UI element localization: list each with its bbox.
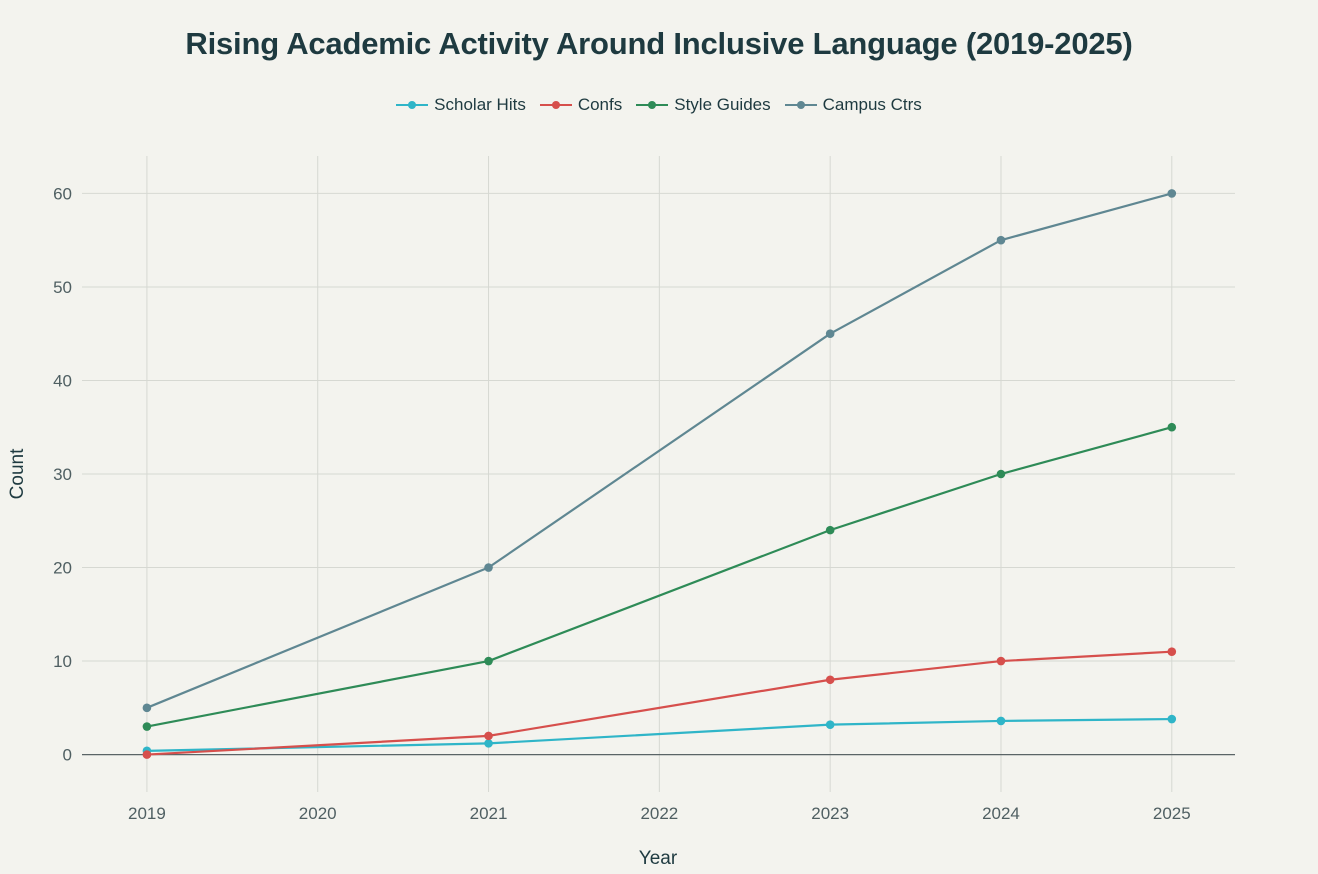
series-layer (142, 189, 1177, 759)
data-point-confs-2025[interactable] (1167, 647, 1177, 657)
x-tick-label-2020: 2020 (299, 804, 337, 823)
data-point-style-guides-2023[interactable] (825, 525, 835, 535)
legend-label-confs: Confs (577, 95, 623, 114)
axes: 2019 2020 2021 2022 2023 2024 2025 0 10 20 30 40 50 6… (53, 184, 1235, 823)
x-tick-label-2025: 2025 (1153, 804, 1191, 823)
data-point-confs-2024[interactable] (996, 656, 1006, 666)
legend-item-scholar-hits[interactable]: Scholar Hits (396, 95, 526, 115)
data-point-scholar-hits-2025[interactable] (1167, 714, 1177, 724)
y-tick-label-60: 60 (53, 184, 72, 203)
data-point-scholar-hits-2021[interactable] (484, 739, 493, 748)
y-tick-label-0: 0 (63, 746, 72, 765)
x-axis-title: Year (639, 848, 678, 869)
data-point-style-guides-2024[interactable] (996, 469, 1006, 479)
x-tick-label-2024: 2024 (982, 804, 1020, 823)
x-tick-label-2021: 2021 (470, 804, 508, 823)
data-point-campus-ctrs-2021[interactable] (484, 563, 493, 572)
y-axis-title: Count (7, 448, 28, 499)
grid (82, 156, 1235, 792)
x-tick-label-2019: 2019 (128, 804, 166, 823)
data-point-style-guides-2019[interactable] (142, 722, 152, 731)
y-tick-label-30: 30 (53, 465, 72, 484)
series-confs (142, 647, 1177, 759)
legend-item-campus-ctrs[interactable]: Campus Ctrs (784, 95, 922, 115)
data-point-scholar-hits-2024[interactable] (996, 716, 1006, 726)
data-point-confs-2023[interactable] (825, 675, 835, 685)
chart-title: Rising Academic Activity Around Inclusiv… (185, 26, 1133, 61)
legend-item-confs[interactable]: Confs (539, 95, 623, 115)
y-tick-label-10: 10 (53, 652, 72, 671)
legend-label-style-guides: Style Guides (674, 95, 771, 114)
legend: Scholar Hits Confs Style Guides Campus C… (0, 95, 1318, 115)
x-tick-label-2022: 2022 (640, 804, 678, 823)
y-tick-label-20: 20 (53, 559, 72, 578)
legend-swatch-style-guides (636, 99, 669, 111)
legend-label-campus-ctrs: Campus Ctrs (822, 95, 922, 114)
series-campus-ctrs (142, 189, 1177, 713)
y-tick-label-50: 50 (53, 278, 72, 297)
legend-item-style-guides[interactable]: Style Guides (636, 95, 771, 115)
data-point-style-guides-2025[interactable] (1167, 422, 1177, 432)
series-style-guides (142, 422, 1177, 731)
data-point-campus-ctrs-2023[interactable] (825, 329, 835, 339)
data-point-scholar-hits-2023[interactable] (825, 720, 835, 729)
data-point-confs-2021[interactable] (484, 731, 493, 741)
legend-swatch-scholar-hits (396, 99, 429, 111)
legend-label-scholar-hits: Scholar Hits (434, 95, 526, 114)
x-tick-label-2023: 2023 (811, 804, 849, 823)
data-point-confs-2019[interactable] (142, 750, 152, 759)
y-tick-label-40: 40 (53, 371, 72, 390)
data-point-campus-ctrs-2019[interactable] (142, 703, 152, 713)
data-point-style-guides-2021[interactable] (484, 656, 493, 666)
data-point-campus-ctrs-2024[interactable] (996, 235, 1006, 245)
legend-swatch-confs (539, 99, 572, 111)
data-point-campus-ctrs-2025[interactable] (1167, 189, 1177, 198)
legend-swatch-campus-ctrs (784, 99, 817, 111)
